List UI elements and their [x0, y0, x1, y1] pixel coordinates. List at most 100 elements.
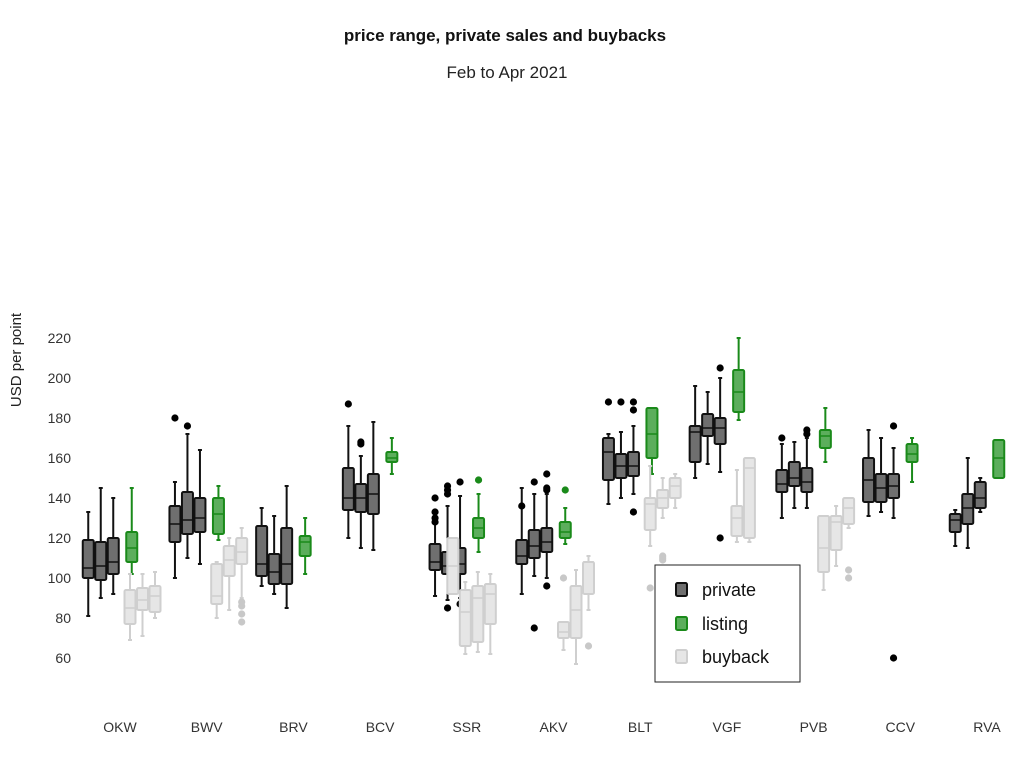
- box-body: [483, 583, 497, 625]
- outlier-point: [845, 566, 853, 574]
- box-body: [829, 515, 843, 551]
- outlier-point: [238, 618, 246, 626]
- box-body: [742, 457, 756, 539]
- buyback-box: [458, 581, 472, 655]
- x-tick-label: BRV: [279, 719, 308, 735]
- box-body: [123, 589, 137, 625]
- buyback-box: [656, 477, 670, 564]
- listing-box: [732, 337, 746, 421]
- private-box: [94, 487, 108, 599]
- box-body: [688, 425, 702, 463]
- outlier-point: [778, 434, 786, 442]
- outlier-point: [344, 400, 352, 408]
- outlier-point: [543, 486, 551, 494]
- box-body: [817, 515, 831, 573]
- x-tick-label: AKV: [539, 719, 568, 735]
- box-body: [385, 451, 399, 463]
- category-group: [255, 485, 312, 609]
- outlier-point: [543, 582, 551, 590]
- box-body: [94, 541, 108, 581]
- box-body: [732, 369, 746, 413]
- outlier-point: [629, 398, 638, 406]
- listing-box: [818, 407, 832, 463]
- outlier-point: [431, 494, 439, 502]
- listing-box: [385, 437, 399, 475]
- legend-item-private: private: [675, 580, 756, 600]
- outlier-point: [803, 426, 811, 434]
- box-body: [471, 585, 485, 643]
- box-body: [341, 467, 355, 511]
- box-body: [645, 407, 659, 459]
- private-box: [874, 437, 888, 513]
- plot-area: [81, 337, 1006, 665]
- listing-box: [558, 486, 572, 545]
- buyback-box: [643, 465, 657, 592]
- box-body: [842, 497, 856, 525]
- outlier-point: [716, 534, 724, 542]
- outlier-point: [238, 610, 246, 618]
- y-tick-label: 160: [48, 450, 72, 466]
- outlier-point: [530, 624, 538, 632]
- private-box: [540, 470, 554, 590]
- box-body: [255, 525, 269, 577]
- outlier-point: [584, 642, 593, 650]
- box-body: [540, 527, 554, 553]
- private-box: [775, 434, 789, 519]
- listing-box: [905, 437, 919, 483]
- box-body: [222, 545, 236, 577]
- box-body: [818, 429, 832, 449]
- box-body: [730, 505, 744, 537]
- buyback-box: [557, 574, 570, 651]
- x-tick-label: RVA: [973, 719, 1001, 735]
- listing-box: [125, 487, 139, 575]
- box-body: [656, 489, 670, 509]
- category-group: [948, 439, 1006, 549]
- legend-item-buyback: buyback: [675, 647, 770, 667]
- x-axis: OKW BWV BRV BCV SSR AKV BLT VGF PVB CCV RVA: [103, 719, 1001, 735]
- private-box: [862, 429, 876, 517]
- outlier-point: [443, 604, 452, 612]
- outlier-point: [183, 422, 192, 430]
- legend-label: private: [702, 580, 756, 600]
- legend-swatch: [675, 582, 688, 597]
- box-body: [800, 467, 814, 493]
- outlier-point: [357, 438, 365, 446]
- box-body: [235, 537, 249, 565]
- box-body: [267, 553, 281, 585]
- buyback-box: [730, 469, 744, 543]
- private-box: [280, 485, 294, 609]
- private-box: [614, 398, 628, 499]
- private-box: [81, 511, 95, 617]
- private-box: [527, 478, 541, 632]
- x-tick-label: OKW: [103, 719, 137, 735]
- outlier-point: [889, 422, 898, 430]
- legend-swatch: [675, 649, 688, 664]
- box-body: [948, 513, 962, 533]
- category-group: [168, 414, 249, 626]
- legend: private listing buyback: [654, 564, 801, 683]
- category-group: [862, 422, 919, 662]
- outlier-point: [431, 514, 439, 522]
- box-body: [81, 539, 95, 579]
- outlier-point: [443, 482, 452, 490]
- private-box: [948, 509, 962, 547]
- outlier-point: [171, 414, 179, 422]
- box-body: [582, 561, 595, 595]
- outlier-point: [889, 654, 898, 662]
- buyback-box: [569, 569, 583, 665]
- listing-box: [211, 485, 225, 541]
- private-box: [713, 364, 727, 542]
- outlier-point: [561, 486, 569, 494]
- box-body: [211, 497, 225, 535]
- buyback-box: [817, 515, 831, 591]
- buyback-box: [842, 497, 856, 582]
- box-body: [180, 491, 194, 535]
- legend-label: listing: [702, 614, 748, 634]
- x-tick-label: VGF: [713, 719, 742, 735]
- box-body: [713, 417, 727, 445]
- outlier-point: [456, 478, 464, 486]
- category-group: [428, 476, 497, 655]
- private-box: [701, 391, 715, 465]
